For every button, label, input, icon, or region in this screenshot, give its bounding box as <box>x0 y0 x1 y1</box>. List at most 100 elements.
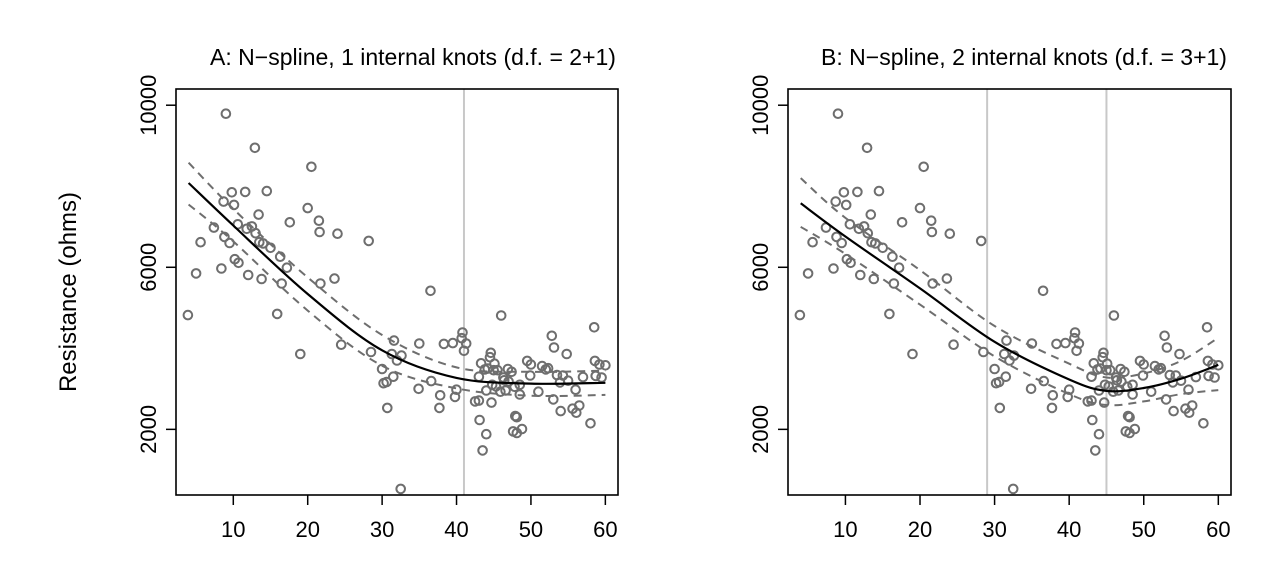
data-point <box>425 285 436 297</box>
data-point <box>1119 366 1130 378</box>
data-point <box>1101 364 1112 376</box>
data-point <box>1046 402 1058 414</box>
data-point <box>335 339 347 351</box>
data-point <box>381 376 392 388</box>
data-point <box>363 235 375 247</box>
data-point <box>495 386 506 398</box>
data-point <box>896 217 908 228</box>
data-point <box>1060 337 1071 349</box>
data-point <box>907 348 918 360</box>
data-point <box>218 196 229 207</box>
data-point <box>256 273 267 285</box>
data-point <box>870 238 881 249</box>
data-point <box>884 308 895 320</box>
data-point <box>918 161 930 173</box>
x-tick-label: 30 <box>982 517 1006 542</box>
data-point <box>865 209 877 220</box>
data-point <box>271 308 283 320</box>
data-point <box>1090 445 1101 456</box>
data-point <box>570 384 581 396</box>
data-point <box>1093 428 1105 440</box>
data-point <box>425 375 437 387</box>
y-axis-label: Resistance (ohms) <box>55 192 82 392</box>
data-point <box>226 187 238 198</box>
data-point <box>190 268 202 279</box>
data-point <box>395 483 407 495</box>
data-point <box>994 402 1006 414</box>
data-point <box>853 223 865 235</box>
x-tick-label: 40 <box>1057 517 1081 542</box>
data-point <box>1069 327 1081 338</box>
data-point <box>989 363 1000 375</box>
data-point <box>1095 363 1106 374</box>
data-point <box>449 391 461 403</box>
data-point <box>802 268 814 279</box>
data-point <box>1073 338 1085 349</box>
y-tick-label: 2000 <box>136 405 161 454</box>
data-point <box>241 223 252 235</box>
data-point <box>306 161 317 173</box>
data-point <box>1111 375 1123 386</box>
data-point <box>1203 370 1214 382</box>
data-point <box>492 364 503 376</box>
data-point <box>460 338 472 349</box>
data-point <box>195 236 206 248</box>
x-tick-label: 40 <box>444 517 468 542</box>
data-point <box>1124 411 1135 423</box>
data-point <box>948 339 959 351</box>
x-tick-label: 10 <box>833 517 857 542</box>
data-point <box>413 383 424 395</box>
plot-frame <box>787 88 1232 496</box>
data-point <box>481 385 492 396</box>
data-point <box>332 228 343 239</box>
data-point <box>473 395 485 406</box>
data-point <box>1001 335 1012 346</box>
data-point <box>220 108 232 119</box>
y-tick-label: 2000 <box>748 405 773 454</box>
data-point <box>925 215 937 226</box>
data-point <box>546 330 558 342</box>
data-point <box>482 363 494 374</box>
data-point <box>495 310 507 321</box>
data-point <box>832 108 844 119</box>
data-point <box>1213 360 1224 371</box>
data-point <box>861 142 873 154</box>
data-point <box>329 273 340 284</box>
chart-title: A: N−spline, 1 internal knots (d.f. = 2+… <box>210 44 616 70</box>
data-point <box>1037 285 1049 297</box>
x-tick-label: 30 <box>370 517 394 542</box>
fitted-spline <box>800 202 1219 393</box>
data-point <box>1086 395 1097 406</box>
data-point <box>295 348 306 360</box>
data-point <box>1086 371 1097 383</box>
chart-title: B: N−spline, 2 internal knots (d.f. = 3+… <box>821 44 1227 70</box>
data-point <box>594 359 605 370</box>
data-point <box>555 405 567 417</box>
data-point <box>1127 389 1138 400</box>
data-point <box>253 209 264 220</box>
x-tick-label: 10 <box>221 517 245 542</box>
data-point <box>887 251 898 263</box>
y-tick-label: 10000 <box>748 75 773 136</box>
data-point <box>447 337 459 349</box>
data-point <box>284 217 296 228</box>
data-point <box>302 202 314 214</box>
data-point <box>233 257 244 269</box>
data-point <box>862 227 874 239</box>
data-point <box>438 338 450 350</box>
data-point <box>1186 400 1198 411</box>
data-point <box>533 386 544 398</box>
data-point <box>548 342 560 353</box>
data-point <box>376 363 388 375</box>
data-point <box>1063 384 1075 396</box>
data-point <box>216 263 227 274</box>
data-point <box>914 202 926 214</box>
data-point <box>249 142 261 154</box>
data-point <box>1098 347 1109 359</box>
data-point <box>975 235 987 247</box>
data-point <box>828 263 839 274</box>
data-point <box>511 411 523 423</box>
data-point <box>382 402 393 414</box>
data-point <box>1161 342 1173 353</box>
